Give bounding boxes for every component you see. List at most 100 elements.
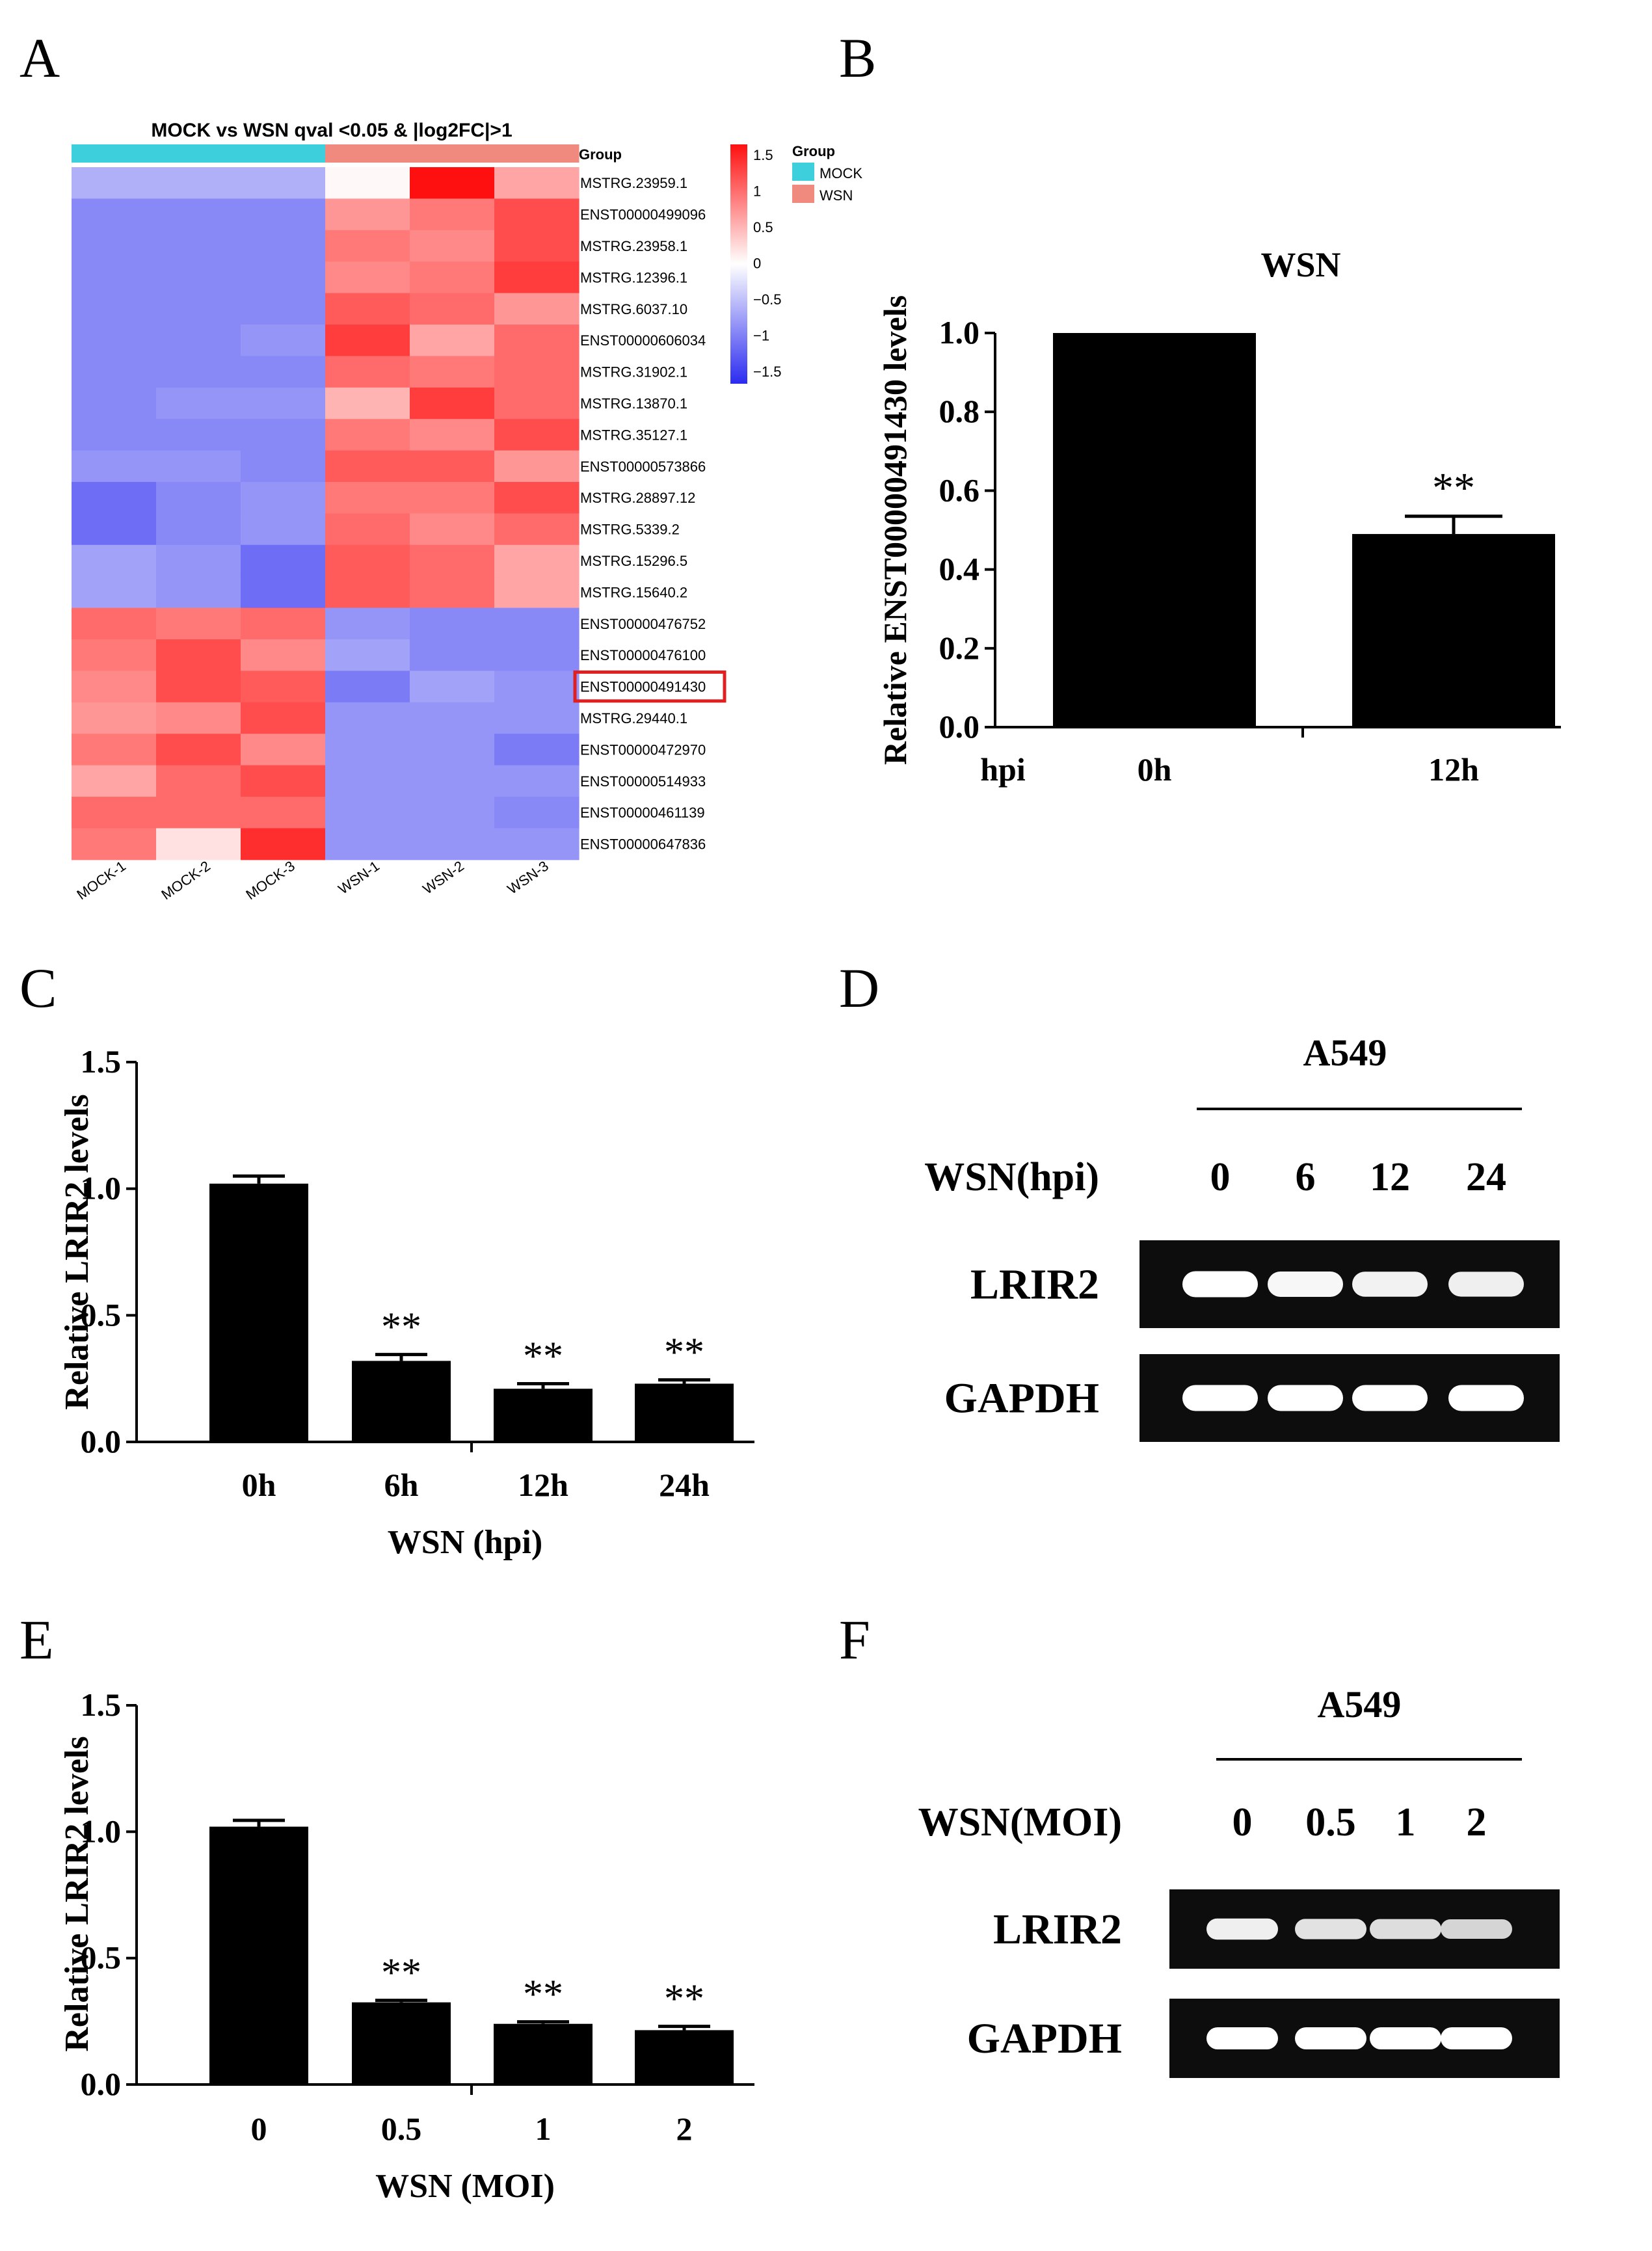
bar-0h bbox=[1053, 333, 1256, 727]
panel-c-bar-chart: 0.0 0.5 1.0 1.5 Relative LRIR2 levels WSN (hp… bbox=[59, 1043, 754, 1561]
heatmap-cell bbox=[325, 198, 410, 231]
significance-marker: ** bbox=[523, 1334, 563, 1378]
heatmap-cell bbox=[494, 607, 580, 640]
heatmap-cell bbox=[72, 702, 157, 734]
bar-1 bbox=[494, 2023, 593, 2085]
heatmap-cell bbox=[72, 325, 157, 356]
y-tick-label: 0.6 bbox=[939, 472, 980, 508]
heatmap-cell bbox=[494, 419, 580, 451]
heatmap-cell bbox=[494, 261, 580, 294]
heatmap-row-label: MSTRG.15640.2 bbox=[580, 584, 687, 600]
heatmap-highlight-box bbox=[573, 670, 726, 703]
heatmap-colorbar: 1.5 1 0.5 0 −0.5 −1 −1.5 bbox=[730, 144, 781, 384]
heatmap-cell bbox=[494, 198, 580, 231]
heatmap-column-label: MOCK-3 bbox=[243, 858, 297, 903]
heatmap-cell bbox=[72, 356, 157, 388]
y-tick-label: 0.2 bbox=[939, 630, 980, 666]
y-tick-label: 1.0 bbox=[81, 1170, 122, 1206]
heatmap-cell bbox=[494, 513, 580, 546]
heatmap-cell bbox=[494, 702, 580, 734]
bar-0.5 bbox=[352, 2002, 451, 2085]
heatmap-cell bbox=[156, 419, 241, 451]
heatmap-cell bbox=[241, 734, 326, 766]
gel-band bbox=[1370, 2027, 1441, 2049]
heatmap-cell bbox=[410, 765, 495, 797]
gel-band bbox=[1441, 1919, 1512, 1939]
x-tick-label: 0h bbox=[1138, 751, 1172, 788]
heatmap-cell bbox=[156, 387, 241, 420]
heatmap-cell bbox=[410, 325, 495, 356]
heatmap-cell bbox=[241, 356, 326, 388]
significance-marker: ** bbox=[664, 1331, 704, 1375]
heatmap-cell bbox=[325, 261, 410, 294]
heatmap-cell bbox=[325, 513, 410, 546]
heatmap-cell bbox=[72, 482, 157, 514]
heatmap-cell bbox=[494, 576, 580, 609]
heatmap-cell bbox=[410, 261, 495, 294]
heatmap-cell bbox=[241, 544, 326, 577]
bar-12h bbox=[1352, 534, 1555, 727]
heatmap-group-bar bbox=[72, 144, 580, 163]
heatmap-cell bbox=[72, 671, 157, 703]
heatmap-cell bbox=[325, 544, 410, 577]
heatmap-cell bbox=[241, 230, 326, 262]
heatmap-cell bbox=[410, 797, 495, 829]
heatmap-cell bbox=[241, 325, 326, 356]
x-axis-label: WSN (hpi) bbox=[388, 1524, 542, 1561]
gel-band bbox=[1295, 1919, 1366, 1939]
y-tick-label: 0.5 bbox=[81, 1939, 122, 1976]
panel-label-c: C bbox=[20, 957, 57, 1019]
legend-title: Group bbox=[792, 143, 835, 159]
heatmap-cells bbox=[72, 167, 580, 860]
x-tick-label: 0h bbox=[242, 1467, 276, 1503]
heatmap-cell bbox=[494, 639, 580, 671]
heatmap-cell bbox=[72, 639, 157, 671]
heatmap-cell bbox=[72, 828, 157, 860]
gel-band bbox=[1295, 2027, 1366, 2049]
group-bar-mock bbox=[72, 144, 157, 163]
gel-band bbox=[1448, 1385, 1524, 1411]
heatmap-cell bbox=[241, 261, 326, 294]
x-tick-label: 12h bbox=[518, 1467, 568, 1503]
heatmap-cell bbox=[410, 419, 495, 451]
heatmap-cell bbox=[325, 828, 410, 860]
gel-row-label: GAPDH bbox=[967, 2015, 1122, 2062]
gel-row-label: GAPDH bbox=[944, 1375, 1099, 1422]
gel-band bbox=[1352, 1272, 1428, 1297]
gel-lane-label: 0.5 bbox=[1305, 1800, 1356, 1845]
heatmap-cell bbox=[241, 482, 326, 514]
heatmap-row-label: MSTRG.23959.1 bbox=[580, 175, 687, 191]
panel-e-bar-chart: 0.0 0.5 1.0 1.5 Relative LRIR2 levels WSN (MO… bbox=[59, 1686, 754, 2205]
heatmap-cell bbox=[241, 198, 326, 231]
bar-24h bbox=[635, 1383, 734, 1442]
heatmap-column-label: WSN-1 bbox=[335, 858, 382, 898]
heatmap-cell bbox=[72, 450, 157, 483]
y-tick-label: 0.0 bbox=[939, 708, 980, 745]
y-tick-label: 1.5 bbox=[81, 1686, 122, 1723]
heatmap-cell bbox=[494, 828, 580, 860]
heatmap-cell bbox=[325, 734, 410, 766]
heatmap-cell bbox=[410, 828, 495, 860]
gel-band bbox=[1182, 1271, 1258, 1298]
y-tick-label: 1.5 bbox=[81, 1043, 122, 1080]
heatmap-cell bbox=[494, 765, 580, 797]
heatmap-cell bbox=[241, 828, 326, 860]
heatmap-row-label: ENST00000499096 bbox=[580, 207, 706, 223]
heatmap-cell bbox=[410, 293, 495, 325]
heatmap-cell bbox=[494, 387, 580, 420]
gel-lane-label: 0 bbox=[1232, 1800, 1253, 1845]
heatmap-cell bbox=[325, 765, 410, 797]
heatmap-row-label: MSTRG.15296.5 bbox=[580, 553, 687, 569]
heatmap-cell bbox=[325, 293, 410, 325]
colorbar-tick: 1.5 bbox=[753, 147, 773, 163]
heatmap-cell bbox=[325, 230, 410, 262]
heatmap-cell bbox=[72, 544, 157, 577]
heatmap-cell bbox=[156, 167, 241, 199]
heatmap-cell bbox=[494, 671, 580, 703]
panel-label-b: B bbox=[839, 27, 876, 89]
heatmap-cell bbox=[156, 828, 241, 860]
x-tick-label: 6h bbox=[384, 1467, 419, 1503]
gel-row-label: LRIR2 bbox=[993, 1906, 1122, 1953]
heatmap-cell bbox=[241, 419, 326, 451]
